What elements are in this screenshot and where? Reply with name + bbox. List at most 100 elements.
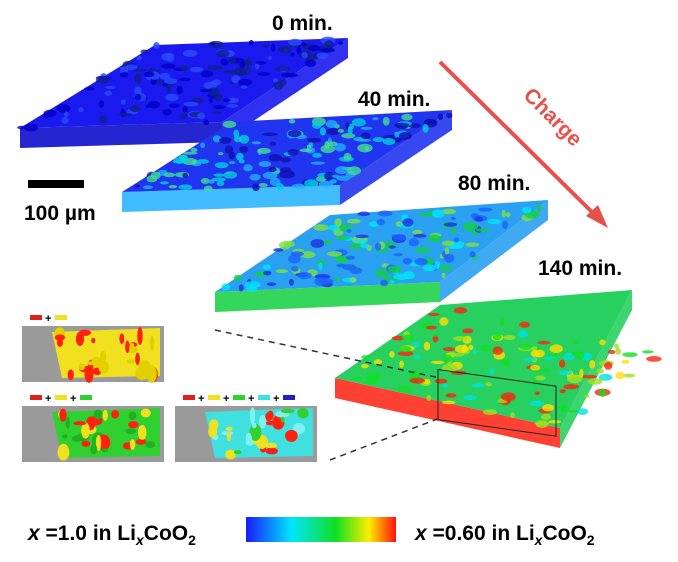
texture-spot xyxy=(137,425,147,440)
arrow-label: Charge xyxy=(519,84,586,151)
texture-spot xyxy=(233,450,242,455)
texture-spot xyxy=(413,233,427,238)
texture-spot xyxy=(271,43,276,52)
texture-spot xyxy=(501,209,506,218)
texture-spot xyxy=(301,52,308,59)
slab-front xyxy=(122,185,340,212)
texture-spot xyxy=(427,312,440,317)
texture-spot xyxy=(334,218,342,227)
texture-spot xyxy=(372,137,385,143)
texture-spot xyxy=(563,352,575,361)
texture-spot xyxy=(91,337,96,344)
texture-spot xyxy=(453,307,468,314)
texture-spot xyxy=(444,246,450,255)
texture-spot xyxy=(414,258,428,266)
slab-top xyxy=(335,290,632,428)
texture-spot xyxy=(273,248,284,252)
texture-spot xyxy=(346,229,352,233)
legend-swatch xyxy=(183,395,195,400)
texture-spot xyxy=(559,370,573,376)
texture-spot xyxy=(125,428,137,434)
texture-spot xyxy=(376,218,385,226)
texture-spot xyxy=(322,239,332,245)
texture-spot xyxy=(172,160,184,164)
texture-spot xyxy=(268,166,277,173)
texture-spot xyxy=(145,441,155,448)
texture-spot xyxy=(503,334,516,341)
texture-spot xyxy=(426,325,437,330)
texture-spot xyxy=(56,104,71,113)
texture-spot xyxy=(360,126,373,130)
texture-spot xyxy=(269,141,277,146)
texture-spot xyxy=(559,389,566,394)
texture-spot xyxy=(199,88,212,93)
texture-spot xyxy=(101,448,109,453)
texture-spot xyxy=(522,206,532,214)
texture-spot xyxy=(200,142,206,149)
texture-spot xyxy=(211,177,226,182)
texture-spot xyxy=(134,86,142,95)
texture-spot xyxy=(598,373,613,381)
texture-spot xyxy=(279,79,287,86)
texture-spot xyxy=(432,333,438,337)
texture-spot xyxy=(587,378,603,385)
texture-spot xyxy=(63,111,69,118)
texture-spot xyxy=(438,264,453,272)
texture-spot xyxy=(246,57,251,66)
texture-spot xyxy=(324,171,335,181)
texture-spot xyxy=(262,171,278,180)
texture-spot xyxy=(399,346,412,353)
legend-plus: + xyxy=(70,393,76,405)
time-label: 140 min. xyxy=(538,257,622,280)
texture-spot xyxy=(355,138,372,142)
texture-spot xyxy=(354,376,363,381)
texture-spot xyxy=(218,152,224,156)
texture-spot xyxy=(500,392,516,402)
texture-spot xyxy=(239,145,249,153)
texture-spot xyxy=(95,434,102,452)
texture-spot xyxy=(354,239,367,243)
texture-spot xyxy=(510,412,515,419)
texture-spot xyxy=(453,336,468,342)
texture-spot xyxy=(393,273,409,281)
texture-spot xyxy=(301,42,307,47)
texture-spot xyxy=(468,344,474,351)
legend-swatch xyxy=(283,395,295,400)
texture-spot xyxy=(119,71,129,78)
texture-spot xyxy=(397,385,412,393)
texture-spot xyxy=(346,218,361,224)
leader-line xyxy=(214,329,441,379)
texture-spot xyxy=(318,180,334,187)
texture-spot xyxy=(382,135,396,139)
texture-spot xyxy=(389,351,395,358)
texture-spot xyxy=(604,361,613,370)
texture-spot xyxy=(166,86,171,93)
texture-spot xyxy=(529,400,545,407)
texture-spot xyxy=(338,41,343,45)
texture-spot xyxy=(411,341,420,348)
texture-spot xyxy=(418,212,433,217)
texture-spot xyxy=(345,255,355,260)
texture-spot xyxy=(153,42,160,49)
texture-spot xyxy=(102,409,108,421)
texture-spot xyxy=(397,351,414,356)
texture-spot xyxy=(415,247,431,254)
texture-spot xyxy=(258,183,268,188)
texture-spot xyxy=(366,374,379,382)
texture-spot xyxy=(313,224,329,232)
slab-front xyxy=(335,378,560,448)
texture-spot xyxy=(238,284,244,292)
texture-spot xyxy=(394,122,410,128)
texture-spot xyxy=(219,137,232,145)
texture-spot xyxy=(95,76,110,84)
texture-spot xyxy=(81,440,91,447)
texture-spot xyxy=(233,129,240,138)
texture-spot xyxy=(360,243,369,249)
texture-spot xyxy=(183,101,199,107)
texture-spot xyxy=(287,254,301,264)
texture-spot xyxy=(324,140,330,150)
texture-spot xyxy=(501,358,511,366)
texture-spot xyxy=(62,434,68,439)
texture-spot xyxy=(559,359,566,368)
texture-spot xyxy=(423,341,431,351)
